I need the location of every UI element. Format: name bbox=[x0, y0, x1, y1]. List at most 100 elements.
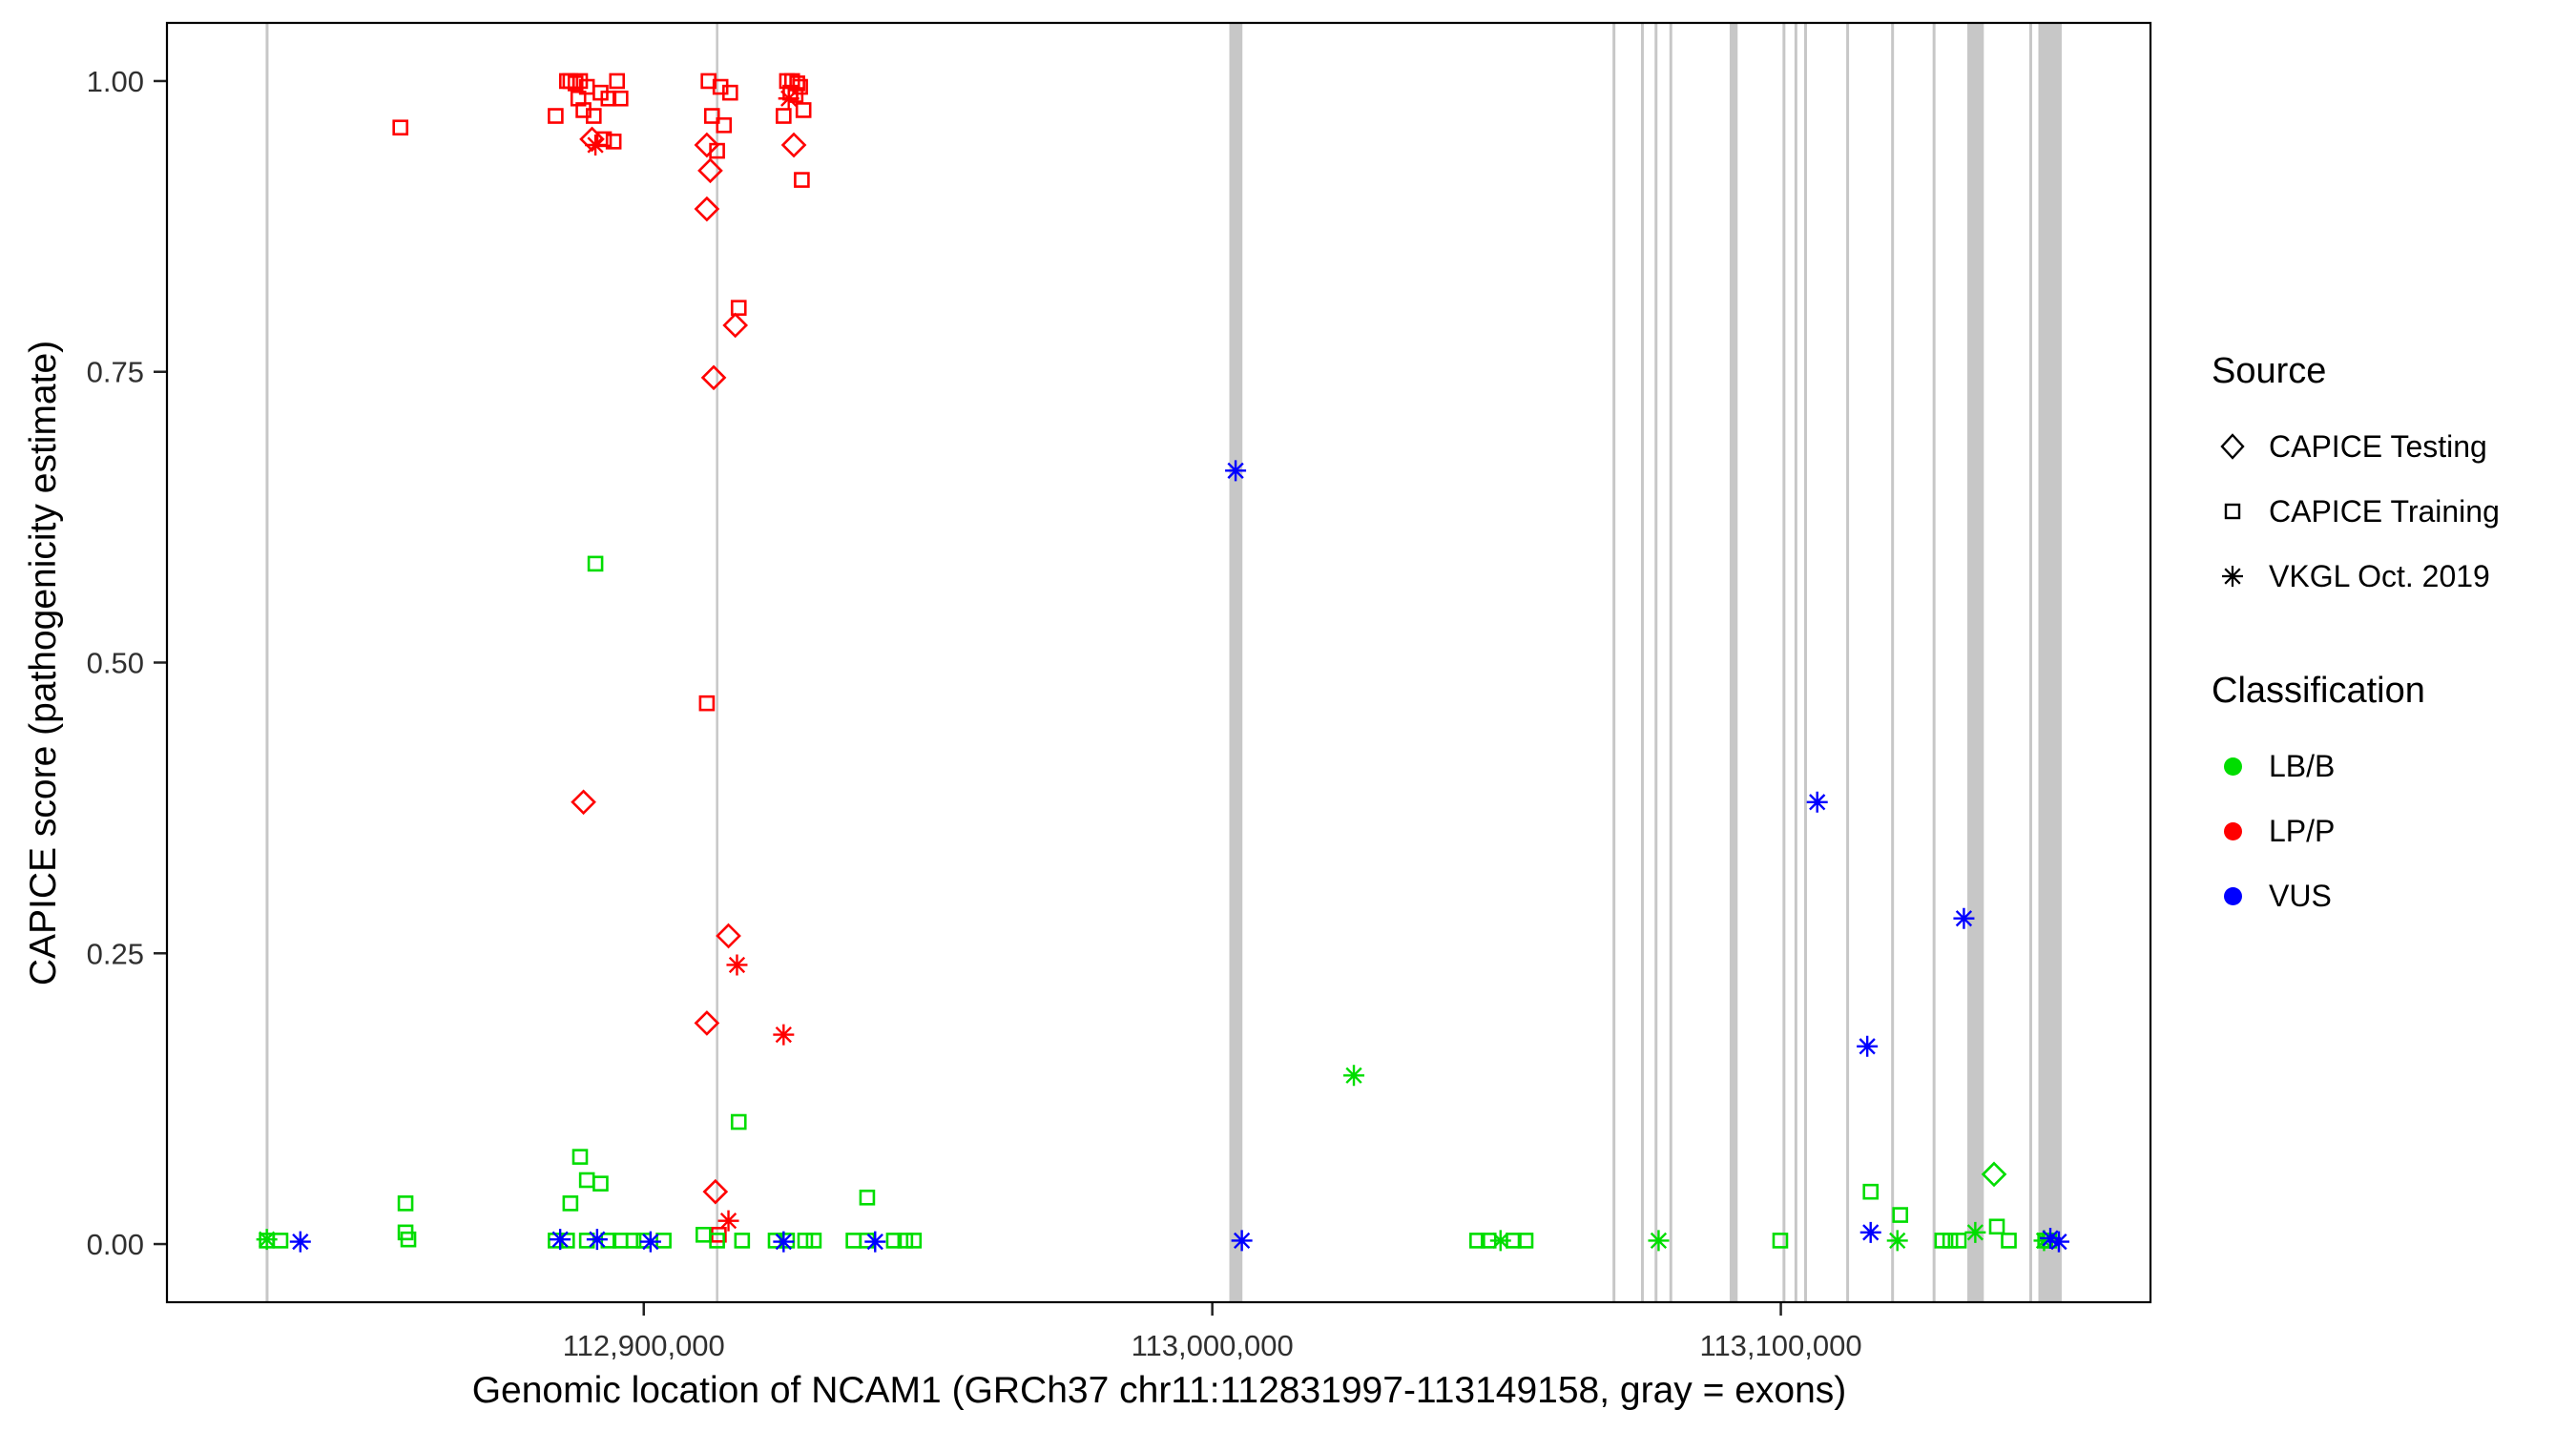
data-point bbox=[1892, 1207, 1909, 1223]
class-dot bbox=[2223, 757, 2242, 776]
data-point bbox=[562, 1195, 579, 1212]
data-point bbox=[1857, 1035, 1879, 1057]
data-point bbox=[780, 132, 807, 158]
data-point bbox=[697, 157, 723, 184]
data-point bbox=[698, 695, 716, 712]
data-point bbox=[272, 1233, 289, 1249]
legend-item-capice-training: CAPICE Training bbox=[2212, 486, 2500, 537]
exon-bar bbox=[1654, 23, 1658, 1302]
exon-bar bbox=[1803, 23, 1807, 1302]
y-tick-label: 1.00 bbox=[87, 65, 144, 98]
data-point bbox=[905, 1233, 923, 1249]
data-point bbox=[392, 119, 408, 136]
exon-bar bbox=[265, 23, 269, 1302]
asterisk-icon bbox=[2212, 555, 2254, 597]
data-point bbox=[1988, 1218, 2005, 1235]
x-axis-title: Genomic location of NCAM1 (GRCh37 chr11:… bbox=[471, 1370, 1847, 1411]
legend-source-title: Source bbox=[2212, 351, 2327, 391]
data-point bbox=[794, 172, 810, 188]
exon-bar bbox=[1891, 23, 1895, 1302]
data-point bbox=[1859, 1221, 1881, 1243]
data-point bbox=[897, 1233, 914, 1249]
class-dot bbox=[2223, 886, 2242, 905]
x-tick-label: 112,900,000 bbox=[563, 1329, 725, 1362]
data-point bbox=[1964, 1221, 1986, 1243]
data-point bbox=[694, 1010, 720, 1036]
data-point bbox=[797, 1233, 814, 1249]
exon-bar bbox=[1782, 23, 1786, 1302]
data-point bbox=[703, 108, 720, 124]
exon-bar bbox=[1669, 23, 1672, 1302]
exon-bar bbox=[1794, 23, 1797, 1302]
data-point bbox=[709, 1233, 725, 1249]
axis-ticks: 112,900,000 113,000,000 113,100,000 0.00 0.2… bbox=[87, 65, 1862, 1362]
data-point bbox=[1343, 1065, 1365, 1087]
data-point bbox=[779, 1233, 796, 1249]
data-point bbox=[722, 312, 749, 339]
panel-border bbox=[165, 21, 2152, 1304]
legend-item-lpp: LP/P bbox=[2212, 805, 2500, 857]
exon-bars bbox=[265, 23, 2062, 1302]
data-point bbox=[778, 88, 800, 110]
data-point bbox=[696, 1226, 712, 1243]
data-point bbox=[2040, 1227, 2062, 1249]
data-point bbox=[605, 134, 622, 150]
exon-bar bbox=[1729, 23, 1738, 1302]
data-point bbox=[578, 1233, 595, 1249]
data-point bbox=[1886, 1230, 1908, 1252]
data-point bbox=[585, 135, 607, 156]
data-point bbox=[716, 116, 733, 134]
legend-classification-title: Classification bbox=[2212, 671, 2425, 711]
data-point bbox=[773, 1231, 795, 1253]
square-icon bbox=[2212, 490, 2254, 532]
data-point bbox=[571, 789, 596, 816]
data-point bbox=[2001, 1233, 2017, 1249]
y-tick-label: 0.75 bbox=[87, 356, 144, 389]
legend-item-lbb: LB/B bbox=[2212, 740, 2500, 792]
data-point bbox=[730, 300, 747, 316]
data-point bbox=[700, 364, 727, 391]
legend-item-vkgl: VKGL Oct. 2019 bbox=[2212, 550, 2500, 602]
exon-bar bbox=[2038, 23, 2062, 1302]
data-point bbox=[716, 923, 741, 949]
data-point bbox=[587, 555, 604, 572]
data-point bbox=[400, 1231, 417, 1248]
data-point bbox=[592, 1175, 609, 1192]
exon-bar bbox=[716, 23, 718, 1302]
lpp-dot-wrap bbox=[2212, 810, 2254, 852]
data-point bbox=[1648, 1230, 1670, 1252]
legend-item-vus: VUS bbox=[2212, 870, 2500, 922]
data-point bbox=[600, 90, 617, 107]
legend-item-capice-testing: CAPICE Testing bbox=[2212, 421, 2500, 472]
data-point bbox=[1981, 1161, 2007, 1188]
data-point bbox=[734, 1233, 751, 1249]
data-point bbox=[859, 1189, 876, 1206]
data-point bbox=[571, 1149, 589, 1165]
legend: Source CAPICE Testing CAPICE Training bbox=[2212, 351, 2500, 935]
data-point bbox=[864, 1231, 886, 1253]
diamond-icon bbox=[2212, 425, 2254, 467]
legend-label-lpp: LP/P bbox=[2269, 813, 2336, 848]
data-point bbox=[1517, 1233, 1534, 1249]
data-point bbox=[613, 90, 629, 107]
legend-label-capice-training: CAPICE Training bbox=[2269, 493, 2500, 529]
data-point bbox=[639, 1231, 661, 1253]
exon-bar bbox=[1967, 23, 1984, 1302]
data-point bbox=[2047, 1231, 2069, 1253]
exon-bar bbox=[1932, 23, 1936, 1302]
data-point bbox=[570, 90, 587, 107]
data-point bbox=[609, 73, 626, 90]
exon-bar bbox=[1846, 23, 1850, 1302]
data-point bbox=[1806, 791, 1828, 813]
data-point bbox=[776, 108, 792, 124]
y-tick-label: 0.50 bbox=[87, 647, 144, 680]
data-point bbox=[694, 132, 720, 158]
legend-label-vus: VUS bbox=[2269, 878, 2332, 913]
legend-label-lbb: LB/B bbox=[2269, 748, 2336, 783]
data-point bbox=[397, 1195, 414, 1212]
data-point bbox=[579, 126, 605, 153]
y-axis-title: CAPICE score (pathogenicity estimate) bbox=[23, 340, 64, 986]
legend-label-vkgl: VKGL Oct. 2019 bbox=[2269, 558, 2490, 593]
